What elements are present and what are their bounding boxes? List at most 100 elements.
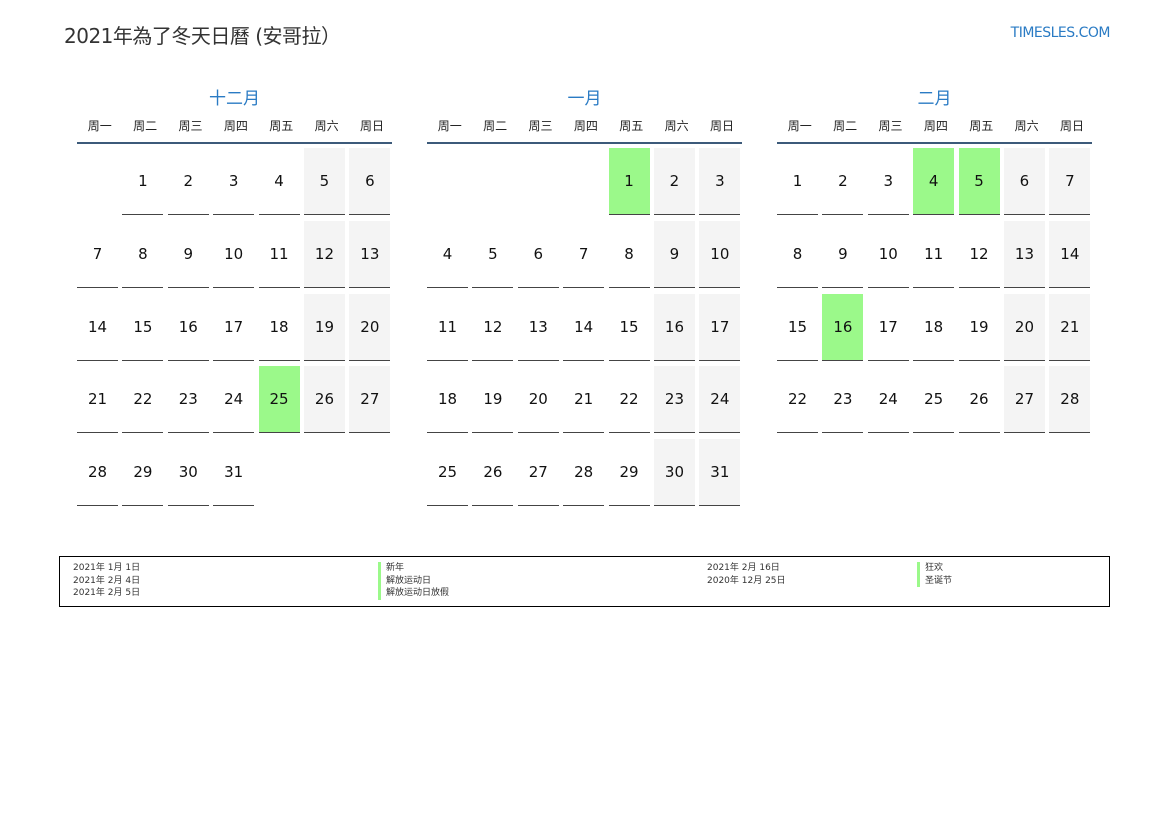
day-cell[interactable]: 21: [1049, 293, 1091, 361]
day-cell[interactable]: 6: [1003, 148, 1045, 215]
day-cell[interactable]: 13: [517, 294, 559, 361]
day-cell[interactable]: 30: [167, 439, 209, 507]
day-cell[interactable]: 22: [777, 366, 818, 434]
month-calendar: 一月 周一 周二 周三 周四 周五 周六 周日 1 2 3 4 5 6 7 8 9 10 11 12 13 14 15 16 1…: [427, 84, 742, 512]
day-cell[interactable]: 7: [1049, 148, 1091, 215]
day-cell[interactable]: 8: [608, 221, 650, 288]
day-cell[interactable]: 12: [472, 294, 514, 361]
day-cell[interactable]: 26: [303, 366, 345, 434]
day-cell[interactable]: 23: [822, 366, 864, 434]
day-cell[interactable]: 1: [122, 148, 164, 215]
holiday-day-cell[interactable]: 5: [958, 148, 1000, 215]
day-cell[interactable]: 15: [777, 294, 818, 361]
day-cell[interactable]: 13: [349, 220, 391, 288]
day-cell[interactable]: 17: [867, 294, 909, 361]
legend-holiday-name: 圣诞节: [917, 574, 952, 587]
weekday-header: 周一 周二 周三 周四 周五 周六 周日: [777, 110, 1092, 144]
day-cell[interactable]: 22: [122, 366, 164, 434]
day-cell[interactable]: 23: [653, 366, 695, 434]
day-cell[interactable]: 13: [1003, 220, 1045, 288]
day-cell[interactable]: 14: [563, 294, 605, 361]
day-cell[interactable]: 11: [427, 294, 468, 361]
day-cell[interactable]: 17: [699, 293, 741, 361]
day-cell[interactable]: 2: [822, 148, 864, 215]
day-cell[interactable]: 5: [303, 148, 345, 215]
legend-holiday-name: 新年: [378, 562, 404, 575]
day-cell[interactable]: 9: [167, 221, 209, 288]
holiday-day-cell[interactable]: 1: [608, 148, 650, 215]
day-cell[interactable]: 15: [122, 294, 164, 361]
weekday-label: 周四: [923, 119, 948, 133]
weekday-label: 周五: [969, 119, 994, 133]
holiday-day-cell[interactable]: 16: [822, 293, 864, 361]
day-cell[interactable]: 24: [699, 366, 741, 434]
day-cell[interactable]: 4: [427, 221, 468, 288]
day-cell[interactable]: 7: [563, 221, 605, 288]
holiday-day-cell[interactable]: 25: [258, 366, 300, 434]
day-cell[interactable]: 24: [213, 366, 255, 434]
day-cell[interactable]: 25: [913, 366, 955, 434]
day-cell[interactable]: 26: [958, 366, 1000, 434]
day-cell[interactable]: 27: [517, 439, 559, 507]
day-cell[interactable]: 31: [213, 439, 255, 507]
day-cell[interactable]: 6: [349, 148, 391, 215]
day-cell[interactable]: 20: [349, 293, 391, 361]
day-cell[interactable]: 28: [77, 439, 118, 507]
day-cell[interactable]: 16: [653, 293, 695, 361]
day-cell[interactable]: 4: [258, 148, 300, 215]
day-cell[interactable]: 31: [699, 439, 741, 507]
weekday-label: 周日: [710, 119, 735, 133]
day-cell[interactable]: 26: [472, 439, 514, 507]
day-cell[interactable]: 22: [608, 366, 650, 434]
day-cell[interactable]: 19: [958, 294, 1000, 361]
day-cell[interactable]: 27: [1003, 366, 1045, 434]
day-cell[interactable]: 18: [913, 294, 955, 361]
day-cell[interactable]: 28: [563, 439, 605, 507]
day-cell[interactable]: 30: [653, 439, 695, 507]
day-cell[interactable]: 16: [167, 294, 209, 361]
day-cell[interactable]: 2: [167, 148, 209, 215]
day-cell[interactable]: 3: [867, 148, 909, 215]
day-cell[interactable]: 9: [822, 221, 864, 288]
day-cell[interactable]: 20: [1003, 293, 1045, 361]
day-cell[interactable]: 19: [472, 366, 514, 434]
day-cell[interactable]: 8: [122, 221, 164, 288]
day-cell[interactable]: 17: [213, 294, 255, 361]
day-cell[interactable]: 15: [608, 294, 650, 361]
weekday-label: 周一: [87, 119, 112, 133]
holiday-day-cell[interactable]: 4: [913, 148, 955, 215]
day-cell[interactable]: 7: [77, 221, 118, 288]
day-cell[interactable]: 3: [699, 148, 741, 215]
day-cell[interactable]: 21: [77, 366, 118, 434]
day-cell[interactable]: 14: [1049, 220, 1091, 288]
day-cell[interactable]: 20: [517, 366, 559, 434]
day-cell[interactable]: 10: [867, 221, 909, 288]
day-cell[interactable]: 21: [563, 366, 605, 434]
day-cell[interactable]: 18: [427, 366, 468, 434]
day-cell[interactable]: 11: [258, 221, 300, 288]
day-cell[interactable]: 12: [303, 220, 345, 288]
day-cell[interactable]: 14: [77, 294, 118, 361]
day-cell[interactable]: 24: [867, 366, 909, 434]
day-cell[interactable]: 6: [517, 221, 559, 288]
day-cell[interactable]: 10: [699, 220, 741, 288]
day-cell[interactable]: 10: [213, 221, 255, 288]
day-cell[interactable]: 2: [653, 148, 695, 215]
day-cell[interactable]: 27: [349, 366, 391, 434]
day-cell[interactable]: 18: [258, 294, 300, 361]
day-cell[interactable]: 29: [608, 439, 650, 507]
day-cell[interactable]: 12: [958, 221, 1000, 288]
day-cell[interactable]: 1: [777, 148, 818, 215]
day-cell[interactable]: 28: [1049, 366, 1091, 434]
day-cell[interactable]: 8: [777, 221, 818, 288]
day-cell[interactable]: 29: [122, 439, 164, 507]
day-cell[interactable]: 11: [913, 221, 955, 288]
weekday-label: 周六: [1014, 119, 1039, 133]
day-cell[interactable]: 3: [213, 148, 255, 215]
day-cell[interactable]: 9: [653, 220, 695, 288]
site-logo-link[interactable]: TIMESLES.COM: [1010, 25, 1111, 41]
day-cell[interactable]: 23: [167, 366, 209, 434]
day-cell[interactable]: 19: [303, 293, 345, 361]
day-cell[interactable]: 25: [427, 439, 468, 507]
day-cell[interactable]: 5: [472, 221, 514, 288]
